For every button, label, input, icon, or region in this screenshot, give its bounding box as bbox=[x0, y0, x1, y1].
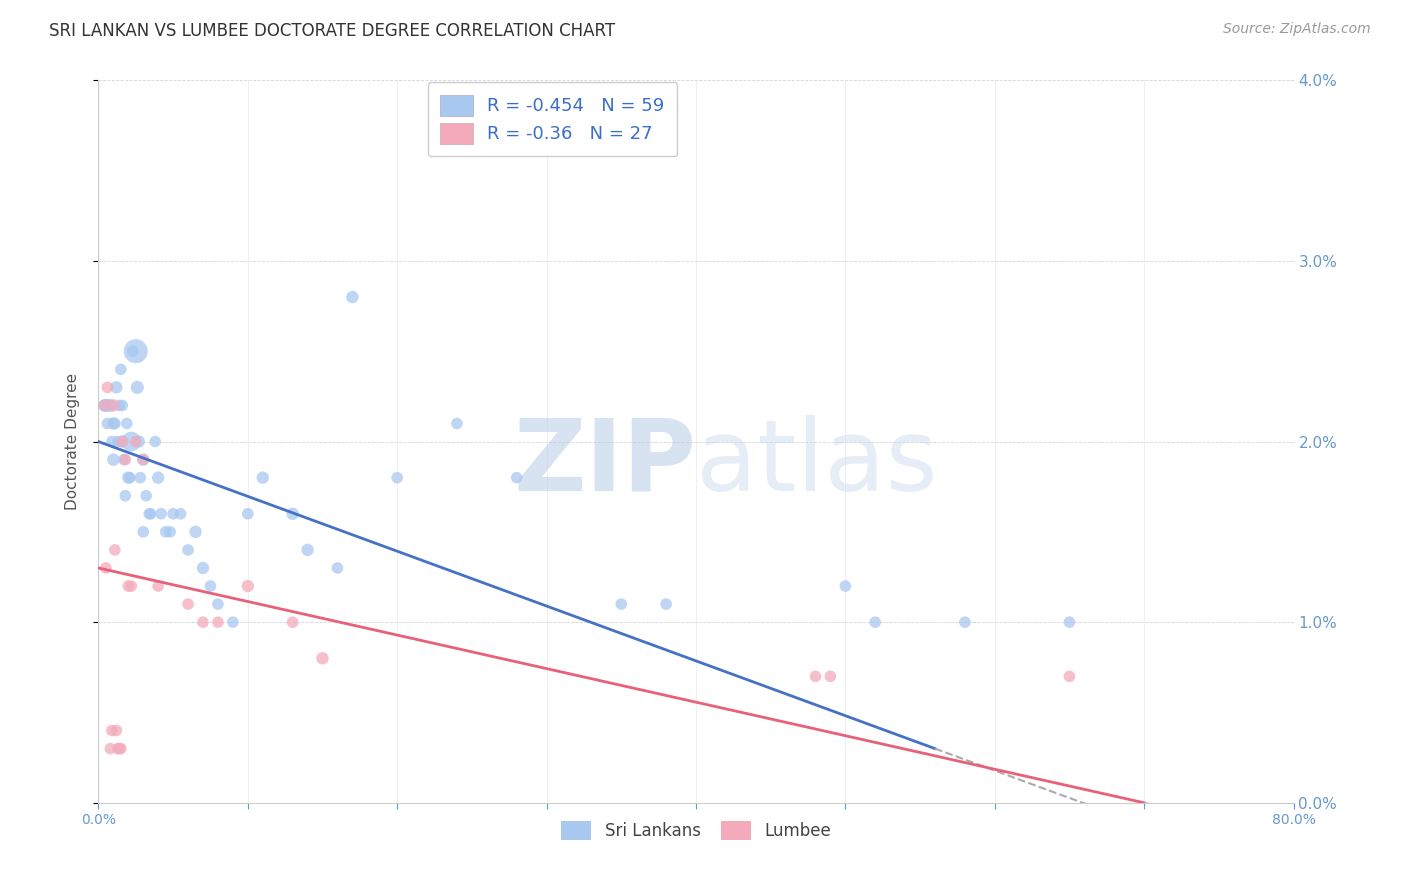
Point bbox=[114, 489, 136, 503]
Text: atlas: atlas bbox=[696, 415, 938, 512]
Point bbox=[143, 434, 166, 449]
Text: Source: ZipAtlas.com: Source: ZipAtlas.com bbox=[1223, 22, 1371, 37]
Point bbox=[139, 507, 162, 521]
Text: SRI LANKAN VS LUMBEE DOCTORATE DEGREE CORRELATION CHART: SRI LANKAN VS LUMBEE DOCTORATE DEGREE CO… bbox=[49, 22, 616, 40]
Point bbox=[155, 524, 177, 539]
Point bbox=[105, 380, 128, 394]
Point bbox=[128, 434, 150, 449]
Point bbox=[135, 489, 157, 503]
Point bbox=[169, 507, 191, 521]
Point bbox=[177, 597, 200, 611]
Point bbox=[125, 434, 148, 449]
Point bbox=[107, 741, 129, 756]
Point bbox=[191, 615, 214, 630]
Point bbox=[1059, 615, 1081, 630]
Point bbox=[101, 434, 124, 449]
Point bbox=[94, 398, 117, 412]
Point bbox=[94, 561, 117, 575]
Point bbox=[446, 417, 468, 431]
Point bbox=[115, 417, 138, 431]
Point bbox=[177, 542, 200, 557]
Point bbox=[148, 471, 170, 485]
Point bbox=[96, 380, 118, 394]
Point bbox=[104, 542, 127, 557]
Point bbox=[506, 471, 529, 485]
Point bbox=[108, 741, 131, 756]
Point bbox=[820, 669, 842, 683]
Point bbox=[281, 615, 304, 630]
Point bbox=[953, 615, 976, 630]
Point bbox=[125, 344, 148, 359]
Point bbox=[162, 507, 184, 521]
Point bbox=[112, 452, 135, 467]
Point bbox=[222, 615, 245, 630]
Point bbox=[98, 741, 122, 756]
Point bbox=[110, 362, 132, 376]
Point bbox=[236, 507, 259, 521]
Point bbox=[385, 471, 409, 485]
Point bbox=[101, 723, 124, 738]
Point bbox=[191, 561, 214, 575]
Point bbox=[108, 398, 131, 412]
Text: ZIP: ZIP bbox=[513, 415, 696, 512]
Point bbox=[150, 507, 173, 521]
Point bbox=[103, 452, 125, 467]
Point bbox=[297, 542, 319, 557]
Point bbox=[120, 579, 142, 593]
Point bbox=[148, 579, 170, 593]
Point bbox=[865, 615, 887, 630]
Point bbox=[159, 524, 181, 539]
Point bbox=[129, 471, 152, 485]
Point bbox=[117, 471, 139, 485]
Point bbox=[138, 507, 160, 521]
Legend: Sri Lankans, Lumbee: Sri Lankans, Lumbee bbox=[553, 813, 839, 848]
Point bbox=[96, 417, 118, 431]
Point bbox=[326, 561, 349, 575]
Point bbox=[118, 471, 141, 485]
Point bbox=[127, 380, 149, 394]
Point bbox=[252, 471, 274, 485]
Point bbox=[236, 579, 259, 593]
Point bbox=[200, 579, 222, 593]
Point bbox=[1059, 669, 1081, 683]
Point bbox=[114, 452, 136, 467]
Point bbox=[184, 524, 207, 539]
Point bbox=[132, 524, 155, 539]
Point bbox=[132, 452, 155, 467]
Point bbox=[103, 417, 125, 431]
Point bbox=[120, 434, 142, 449]
Point bbox=[121, 344, 143, 359]
Point bbox=[804, 669, 827, 683]
Point bbox=[93, 398, 115, 412]
Point bbox=[97, 398, 120, 412]
Point bbox=[207, 615, 229, 630]
Point bbox=[111, 398, 134, 412]
Point bbox=[117, 579, 139, 593]
Point bbox=[107, 434, 129, 449]
Point bbox=[655, 597, 678, 611]
Point bbox=[93, 398, 115, 412]
Point bbox=[281, 507, 304, 521]
Point bbox=[103, 398, 125, 412]
Point bbox=[342, 290, 364, 304]
Point bbox=[610, 597, 633, 611]
Point bbox=[834, 579, 856, 593]
Point bbox=[207, 597, 229, 611]
Point bbox=[311, 651, 333, 665]
Point bbox=[132, 452, 155, 467]
Point bbox=[105, 723, 128, 738]
Point bbox=[111, 434, 134, 449]
Y-axis label: Doctorate Degree: Doctorate Degree bbox=[65, 373, 80, 510]
Point bbox=[98, 398, 122, 412]
Point bbox=[110, 741, 132, 756]
Point bbox=[111, 434, 134, 449]
Point bbox=[104, 417, 127, 431]
